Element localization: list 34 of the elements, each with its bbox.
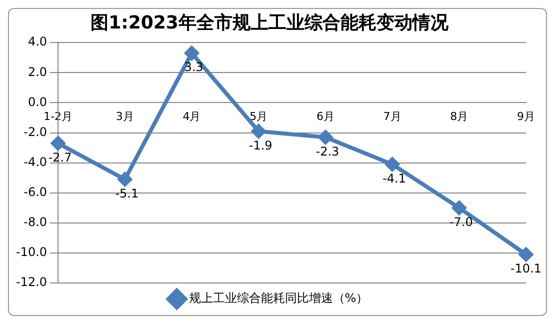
x-tick-label: 3月 — [116, 110, 134, 124]
data-label: -5.1 — [115, 186, 139, 200]
x-tick-label: 4月 — [182, 110, 201, 124]
point — [519, 247, 533, 262]
y-tick-label: -10.0 — [16, 245, 48, 260]
y-tick-label: -2.0 — [24, 124, 48, 139]
legend-label: 规上工业综合能耗同比增速（%） — [188, 291, 368, 306]
y-tick-label: -12.0 — [16, 275, 48, 290]
point — [318, 130, 332, 144]
y-tick-label: 4.0 — [28, 34, 48, 49]
chart-title: 图1:2023年全市规上工业综合能耗变动情况 — [90, 12, 450, 34]
x-tick-label: 9月 — [517, 110, 535, 124]
point — [51, 136, 66, 150]
x-tick-label: 6月 — [316, 110, 334, 124]
data-label: 3.3 — [184, 60, 204, 74]
data-label: -1.9 — [248, 138, 272, 152]
y-tick-label: 2.0 — [28, 64, 48, 79]
data-label: -2.3 — [316, 144, 340, 158]
point — [118, 172, 132, 186]
point — [252, 124, 266, 138]
data-label: -4.1 — [382, 171, 406, 186]
x-tick-label: 7月 — [383, 110, 402, 124]
y-tick-label: -4.0 — [24, 154, 48, 169]
data-label: -7.0 — [449, 215, 473, 229]
data-label: -2.7 — [48, 150, 72, 164]
y-tick-label: -6.0 — [24, 184, 48, 199]
point — [385, 157, 400, 172]
x-tick-label: 5月 — [250, 110, 268, 124]
point — [184, 46, 199, 60]
point — [452, 200, 466, 215]
data-label: -10.1 — [510, 262, 542, 276]
x-tick-label: 8月 — [450, 110, 468, 124]
y-tick-label: 0.0 — [28, 94, 48, 109]
y-tick-label: -8.0 — [24, 215, 48, 230]
